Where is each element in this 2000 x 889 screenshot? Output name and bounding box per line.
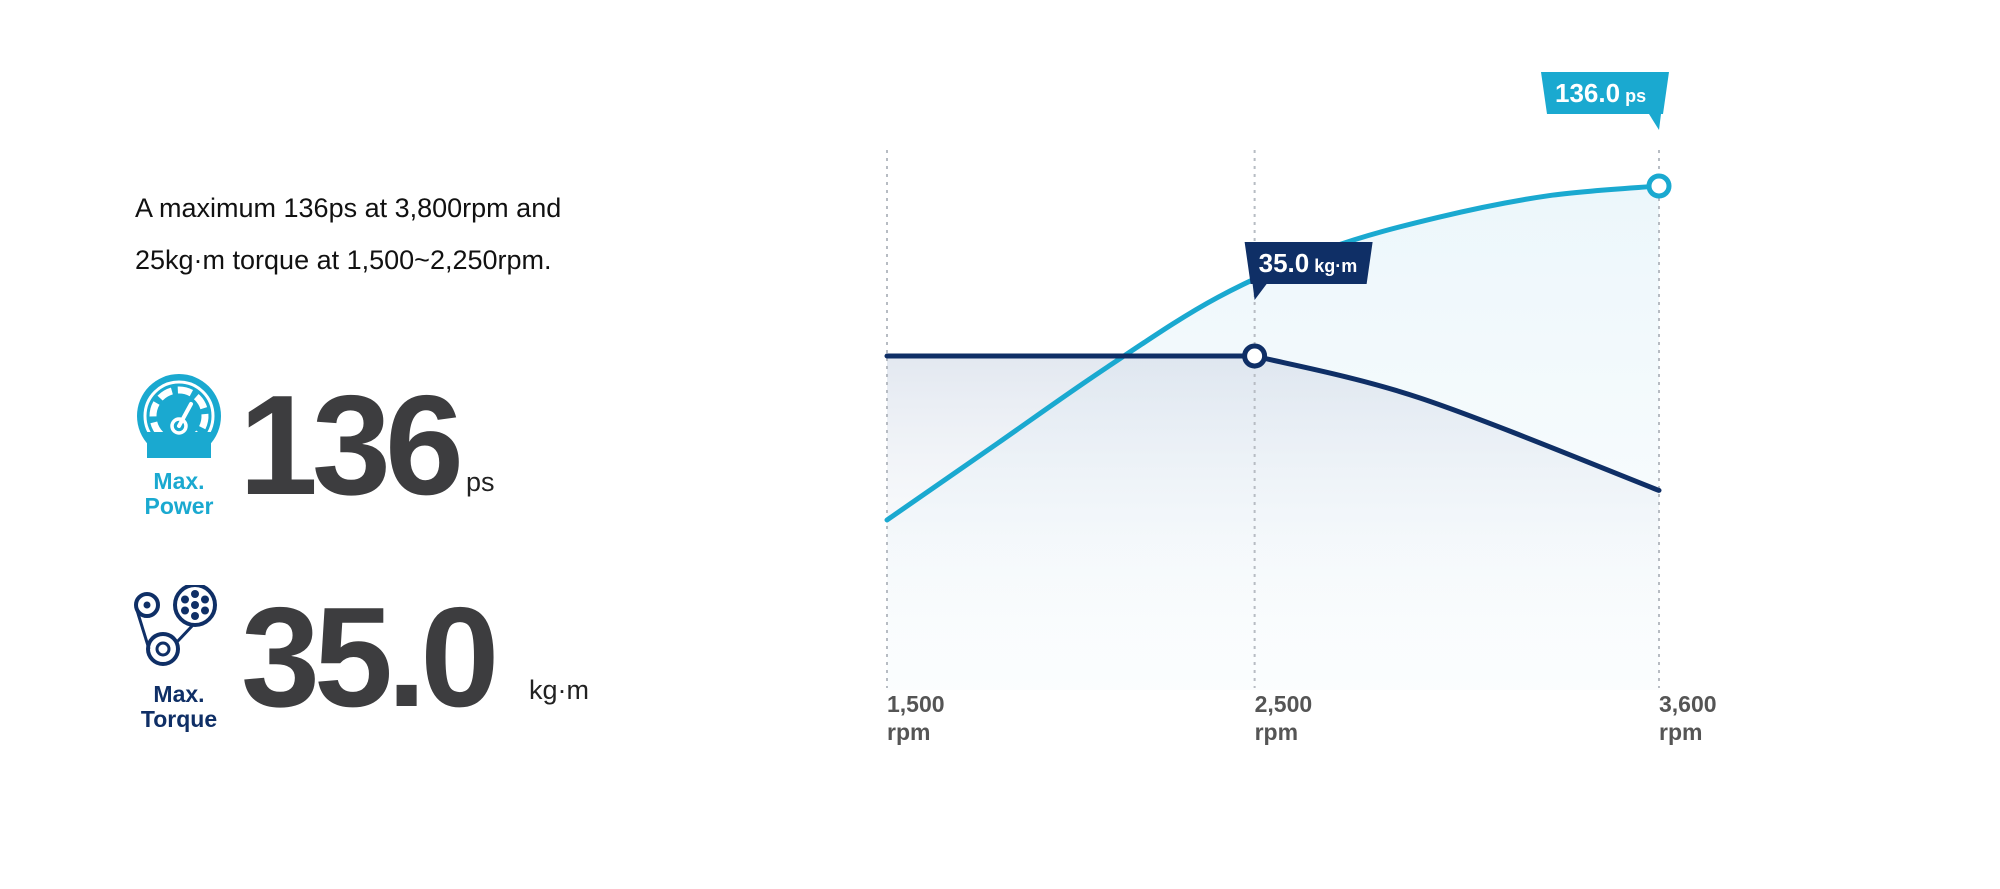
torque-callout-text: 35.0 kg·m: [1259, 248, 1358, 278]
power-callout-value: 136.0: [1555, 78, 1620, 108]
power-callout-unit: ps: [1625, 86, 1646, 106]
x-tick-label: 2,500: [1255, 691, 1313, 717]
torque-callout-unit: kg·m: [1314, 256, 1357, 276]
power-peak-marker: [1646, 173, 1672, 199]
x-tick-label: 3,600: [1659, 691, 1717, 717]
max-power-unit: ps: [466, 467, 495, 497]
torque-area-fill: [887, 356, 1659, 690]
power-peak-callout: 136.0 ps: [1541, 72, 1669, 130]
speedometer-icon: [137, 374, 221, 458]
max-power-label: Max. Power: [133, 469, 225, 519]
intro-text: A maximum 136ps at 3,800rpm and 25kg·m t…: [135, 182, 695, 286]
max-power-badge: Max. Power: [133, 374, 225, 519]
max-power-value: 136: [239, 366, 464, 525]
max-torque-unit: kg·m: [529, 675, 589, 705]
torque-callout-value: 35.0: [1259, 248, 1310, 278]
max-torque-label: Max. Torque: [133, 682, 225, 732]
max-power-label-line1: Max.: [153, 468, 205, 494]
torque-peak-callout: 35.0 kg·m: [1244, 242, 1373, 300]
max-torque-label-line2: Torque: [140, 706, 218, 732]
torque-peak-marker: [1242, 343, 1268, 369]
intro-line-1: A maximum 136ps at 3,800rpm and: [135, 193, 562, 223]
x-tick-unit: rpm: [1255, 719, 1298, 745]
power-callout-text: 136.0 ps: [1555, 78, 1646, 108]
power-callout-bubble: [1541, 72, 1669, 130]
torque-line: [884, 353, 1662, 493]
max-torque-label-line1: Max.: [153, 681, 205, 707]
max-torque-badge: Max. Torque: [133, 583, 225, 732]
max-torque-value: 35.0: [241, 578, 499, 737]
x-tick-unit: rpm: [887, 719, 930, 745]
intro-line-2: 25kg·m torque at 1,500~2,250rpm.: [135, 245, 552, 275]
belt-pulley-icon: [134, 583, 217, 666]
max-power-label-line2: Power: [144, 493, 214, 519]
torque-callout-bubble: [1244, 242, 1373, 300]
x-tick-label: 1,500: [887, 691, 945, 717]
x-tick-unit: rpm: [1659, 719, 1702, 745]
